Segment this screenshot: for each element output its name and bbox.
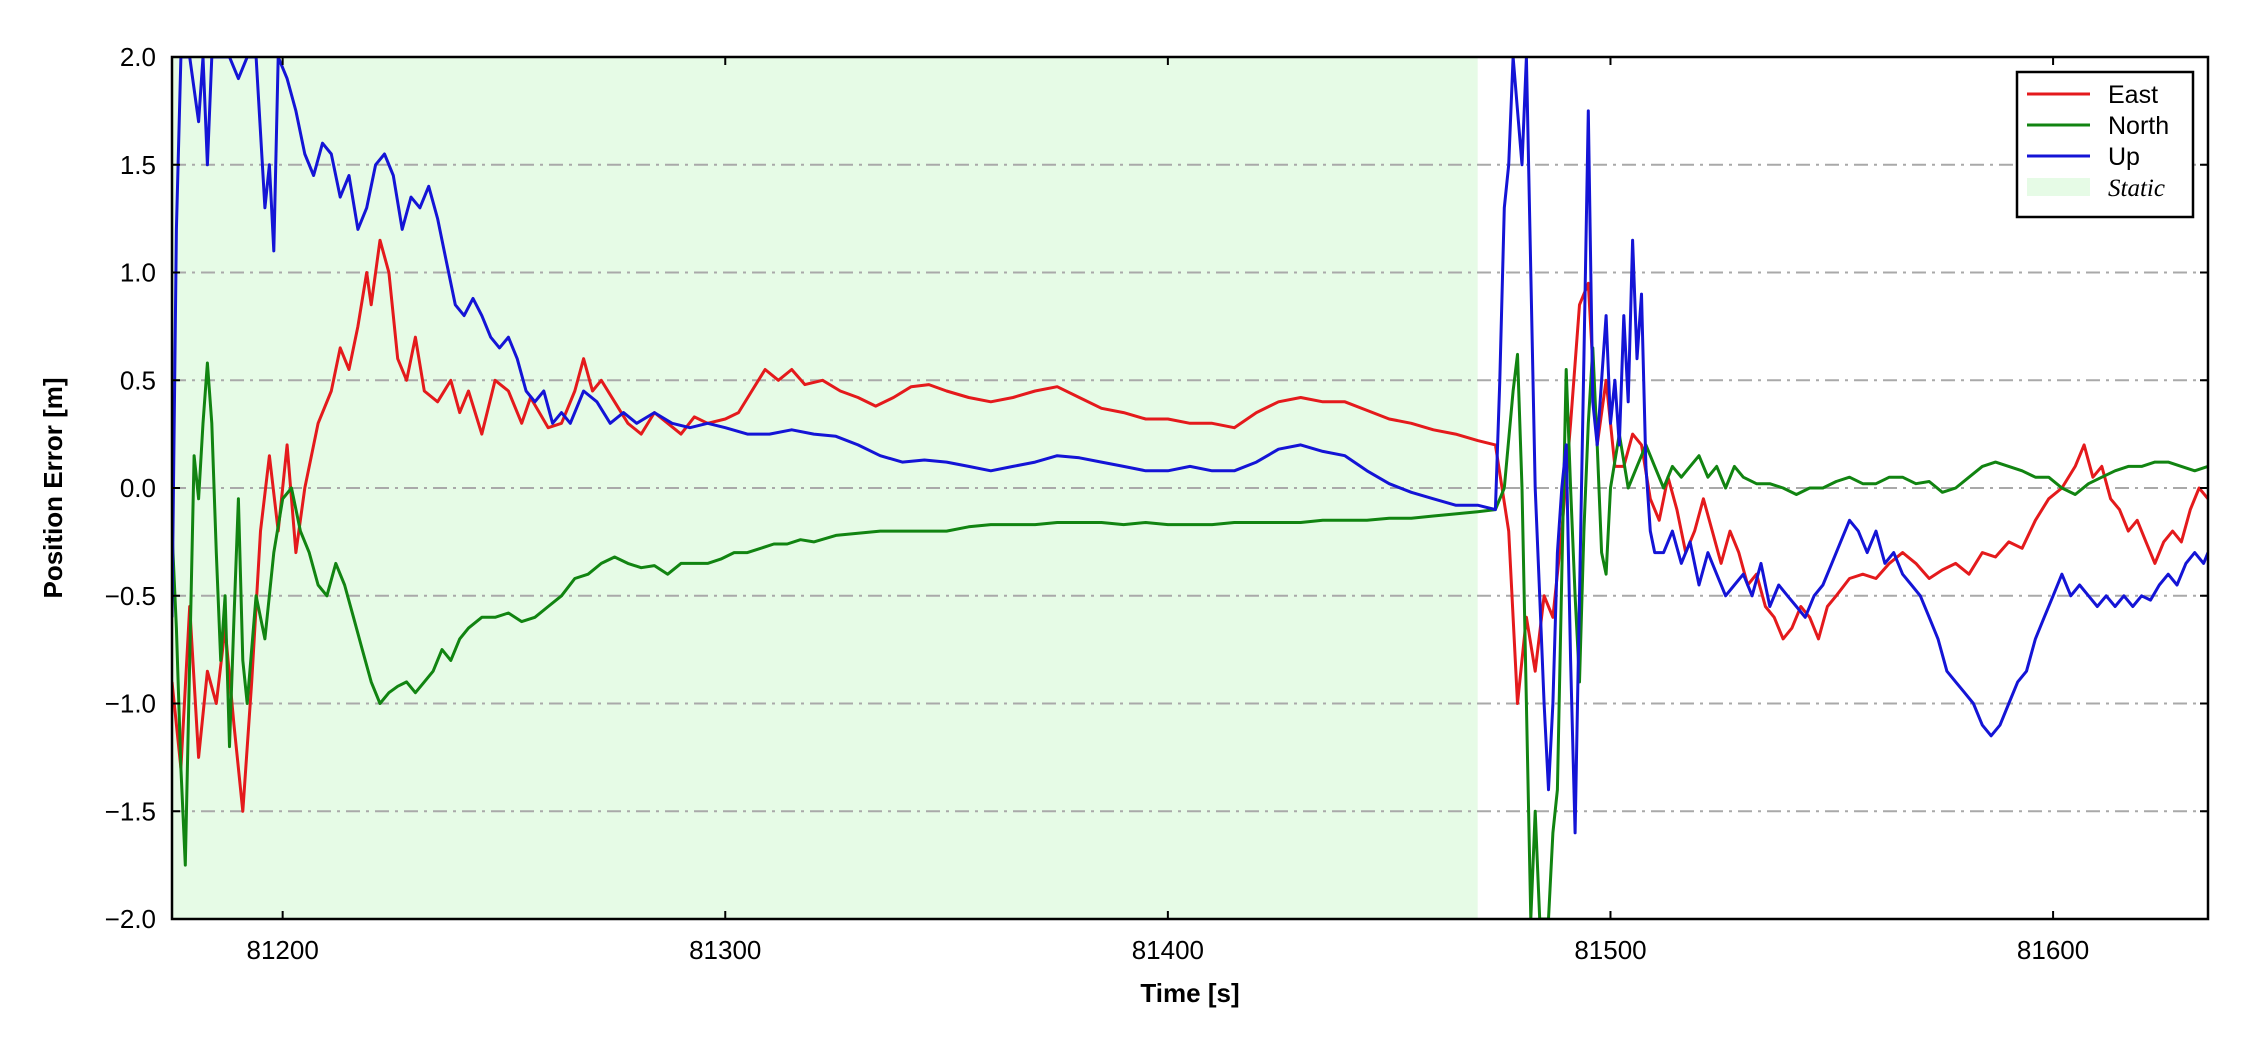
x-axis-ticks: 81200 81300 81400 81500 81600 bbox=[246, 57, 2089, 965]
y-tick-label: −1.5 bbox=[105, 796, 156, 826]
legend-label-up: Up bbox=[2108, 143, 2140, 171]
x-tick-label: 81500 bbox=[1574, 935, 1646, 965]
x-tick-label: 81600 bbox=[2017, 935, 2089, 965]
y-tick-label: 0.5 bbox=[120, 365, 156, 395]
legend-label-north: North bbox=[2108, 112, 2169, 140]
y-tick-label: −0.5 bbox=[105, 581, 156, 611]
x-tick-label: 81400 bbox=[1132, 935, 1204, 965]
y-tick-label: 1.0 bbox=[120, 258, 156, 288]
x-axis-title: Time [s] bbox=[1140, 978, 1239, 1008]
x-tick-label: 81200 bbox=[246, 935, 318, 965]
series-line-up bbox=[172, 57, 2208, 835]
y-tick-label: −2.0 bbox=[105, 904, 156, 934]
legend-label-static: Static bbox=[2108, 175, 2165, 202]
y-axis-title: Position Error [m] bbox=[38, 377, 68, 598]
static-region-band bbox=[172, 57, 1478, 919]
y-axis-ticks: −2.0 −1.5 −1.0 −0.5 0.0 0.5 1.0 1.5 2.0 bbox=[105, 42, 2208, 934]
y-tick-label: −1.0 bbox=[105, 689, 156, 719]
legend: East North Up Static bbox=[2015, 70, 2195, 219]
legend-label-east: East bbox=[2108, 81, 2158, 109]
legend-swatch-static bbox=[2027, 178, 2090, 196]
series-line-north bbox=[172, 346, 2208, 919]
x-tick-label: 81300 bbox=[689, 935, 761, 965]
grid-lines bbox=[172, 163, 2208, 813]
series-layer bbox=[172, 57, 2208, 919]
y-tick-label: 2.0 bbox=[120, 42, 156, 72]
series-line-east bbox=[172, 238, 2208, 813]
y-tick-label: 1.5 bbox=[120, 150, 156, 180]
y-tick-label: 0.0 bbox=[120, 473, 156, 503]
